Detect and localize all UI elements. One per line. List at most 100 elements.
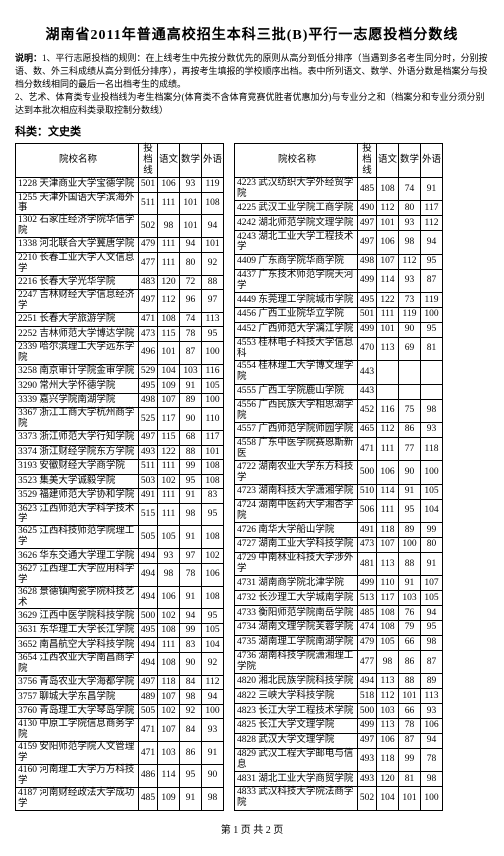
cell-value: 112 [377,689,399,704]
cell-value: 120 [158,275,180,290]
cell-name: 3628 景德镇陶瓷学院科技艺术 [16,586,139,609]
cell-value: 116 [202,364,224,379]
cell-value: 111 [377,437,399,460]
cell-value: 481 [358,552,377,575]
table-row: 3628 景德镇陶瓷学院科技艺术49410691108 [16,586,224,609]
cell-value: 89 [399,523,421,538]
cell-value: 111 [158,638,180,653]
cell-value: 89 [421,674,443,689]
cell-value: 93 [421,704,443,719]
cell-name: 4159 安阳师范学院人文管理学 [16,742,139,765]
cell-value: 93 [399,216,421,231]
cell-value: 73 [399,293,421,308]
cell-value: 114 [377,269,399,292]
cell-name: 2216 长春大学光华学院 [16,275,139,290]
cell-value: 104 [421,499,443,522]
cell-value: 100 [202,704,224,719]
cell-value: 100 [202,341,224,364]
cell-name: 3757 聊城大学东昌学院 [16,690,139,705]
cell-name: 4437 广东技术师范学院天河学 [235,269,358,292]
cell-value: 81 [399,772,421,787]
cell-name: 4187 河南财经政法大学成功学 [16,787,139,810]
cell-value: 511 [139,192,158,215]
cell-name: 4722 湖南农业大学东方科技学 [235,461,358,484]
left-table: 院校名称 投档线 语文 数学 外语 1228 天津商业大学宝德学院5011069… [15,143,224,810]
table-row: 4727 湖南工业大学科技学院47310710080 [235,537,443,552]
cell-value: 95 [399,499,421,522]
header-row: 院校名称 投档线 语文 数学 外语 [235,144,443,178]
cell-value: 66 [399,635,421,650]
cell-value: 499 [358,322,377,337]
cell-value: 93 [180,178,202,193]
cell-value: 499 [358,576,377,591]
cell-value: 98 [421,399,443,422]
cell-value: 111 [158,192,180,215]
cell-value: 495 [139,623,158,638]
cell-value: 108 [158,312,180,327]
desc-label: 说明： [15,53,42,63]
cell-value: 109 [158,787,180,810]
cell-value: 499 [358,718,377,733]
table-row: 2339 哈尔滨理工大学远东学院49610187100 [16,341,224,364]
cell-value: 101 [399,787,421,811]
cell-value: 111 [377,307,399,322]
table-row: 3373 浙江师范大学行知学院49711568117 [16,431,224,446]
table-row: 4736 湖南科技学院潇湘理工学院477988687 [235,650,443,673]
cell-name: 1338 河北联合大学冀唐学院 [16,238,139,253]
cell-name: 4553 桂林电子科技大学信息科 [235,337,358,360]
cell-value: 101 [377,216,399,231]
cell-name: 3760 青岛理工大学琴岛学院 [16,704,139,719]
cell-name: 4825 长江大学文理学院 [235,718,358,733]
table-row: 3629 江西中医学院科技学院5001029495 [16,609,224,624]
cell-value: 80 [421,537,443,552]
cell-value: 111 [158,503,180,526]
cell-value: 103 [399,591,421,606]
table-row: 4731 湖南商学院北津学院49911091107 [235,576,443,591]
cell-value: 95 [421,621,443,636]
cell-value: 494 [358,674,377,689]
cell-value: 110 [377,576,399,591]
cell-value: 103 [377,704,399,719]
cell-value: 94 [202,215,224,238]
cell-name: 3629 江西中医学院科技学院 [16,609,139,624]
cell-value: 113 [377,337,399,360]
table-row: 4729 中南林业科技大学涉外学4811138891 [235,552,443,575]
cell-value: 502 [358,787,377,811]
cell-value: 115 [158,327,180,342]
cell-value: 108 [158,623,180,638]
cell-value: 87 [399,733,421,748]
cell-value: 94 [202,690,224,705]
right-table: 院校名称 投档线 语文 数学 外语 4223 武汉纺织大学外经贸学院485108… [234,143,443,810]
cell-value: 100 [202,393,224,408]
cell-value: 473 [358,537,377,552]
cell-name: 3627 江西理工大学应用科学学 [16,563,139,586]
cell-value: 483 [139,275,158,290]
cell-value: 499 [358,269,377,292]
cell-value: 497 [139,290,158,313]
cell-value: 80 [180,252,202,275]
table-row: 2252 吉林师范大学博达学院4731157895 [16,327,224,342]
cell-value: 443 [358,361,377,384]
cell-value: 84 [180,719,202,742]
cell-value: 497 [139,431,158,446]
table-row: 1228 天津商业大学宝德学院50110693119 [16,178,224,193]
cell-value: 465 [358,422,377,437]
cell-value: 105 [377,635,399,650]
page-title: 湖南省2011年普通高校招生本科三批(B)平行一志愿投档分数线 [15,24,489,44]
cell-value: 108 [158,652,180,675]
cell-value: 108 [202,192,224,215]
cell-value: 100 [421,787,443,811]
table-row: 4557 广西师范学院师园学院4651128693 [235,422,443,437]
cell-value: 114 [158,764,180,787]
cell-value: 106 [158,178,180,193]
cell-value: 494 [139,638,158,653]
cell-value: 495 [139,379,158,394]
cell-name: 1302 石家庄经济学院华信学院 [16,215,139,238]
cell-name: 4729 中南林业科技大学涉外学 [235,552,358,575]
cell-value: 471 [139,742,158,765]
cell-value: 103 [180,364,202,379]
cell-value: 98 [421,772,443,787]
table-row: 4828 武汉大学文理学院4971068794 [235,733,443,748]
th-foreign: 外语 [202,144,224,178]
cell-value: 80 [399,201,421,216]
